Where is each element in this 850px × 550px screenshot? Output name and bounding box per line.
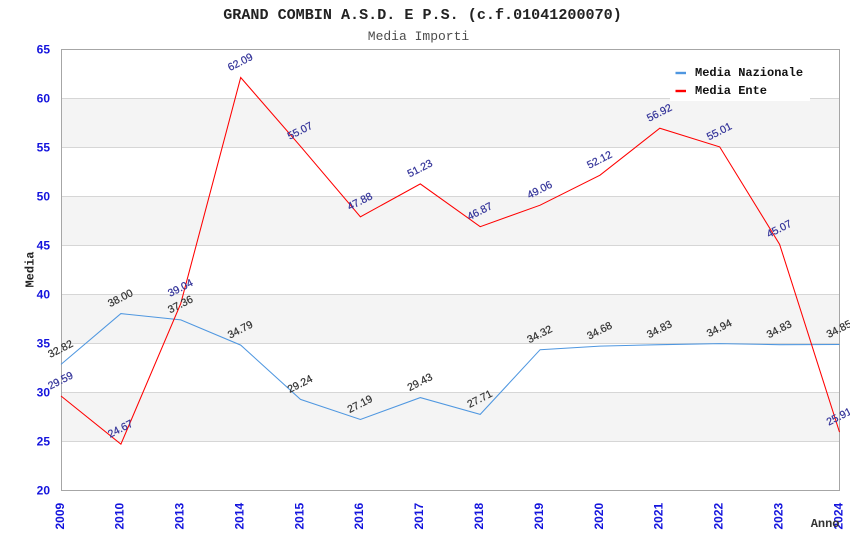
svg-text:Anno: Anno xyxy=(811,517,840,531)
svg-text:Media: Media xyxy=(24,251,38,287)
svg-text:Media Ente: Media Ente xyxy=(695,84,767,98)
svg-text:2022: 2022 xyxy=(712,502,726,529)
svg-text:2015: 2015 xyxy=(292,502,306,529)
svg-text:2017: 2017 xyxy=(412,502,426,529)
svg-text:2024: 2024 xyxy=(831,502,845,529)
svg-text:2021: 2021 xyxy=(652,502,666,529)
svg-text:2018: 2018 xyxy=(472,502,486,529)
svg-text:2016: 2016 xyxy=(352,502,366,529)
svg-text:GRAND COMBIN A.S.D. E P.S. (c.: GRAND COMBIN A.S.D. E P.S. (c.f.01041200… xyxy=(223,6,622,24)
svg-text:30: 30 xyxy=(37,385,51,399)
svg-text:2009: 2009 xyxy=(53,502,67,529)
svg-text:Media Importi: Media Importi xyxy=(368,29,470,44)
svg-text:20: 20 xyxy=(37,483,51,497)
svg-text:2014: 2014 xyxy=(233,502,247,529)
svg-text:25: 25 xyxy=(37,434,51,448)
svg-text:2020: 2020 xyxy=(592,502,606,529)
svg-text:60: 60 xyxy=(37,91,51,105)
svg-text:2010: 2010 xyxy=(113,502,127,529)
svg-text:50: 50 xyxy=(37,189,51,203)
svg-text:45: 45 xyxy=(37,238,51,252)
svg-text:40: 40 xyxy=(37,287,51,301)
svg-text:2023: 2023 xyxy=(771,502,785,529)
svg-text:65: 65 xyxy=(37,42,51,56)
svg-text:55: 55 xyxy=(37,140,51,154)
svg-text:2019: 2019 xyxy=(532,502,546,529)
svg-text:2013: 2013 xyxy=(173,502,187,529)
svg-text:Media Nazionale: Media Nazionale xyxy=(695,66,803,80)
svg-text:35: 35 xyxy=(37,336,51,350)
